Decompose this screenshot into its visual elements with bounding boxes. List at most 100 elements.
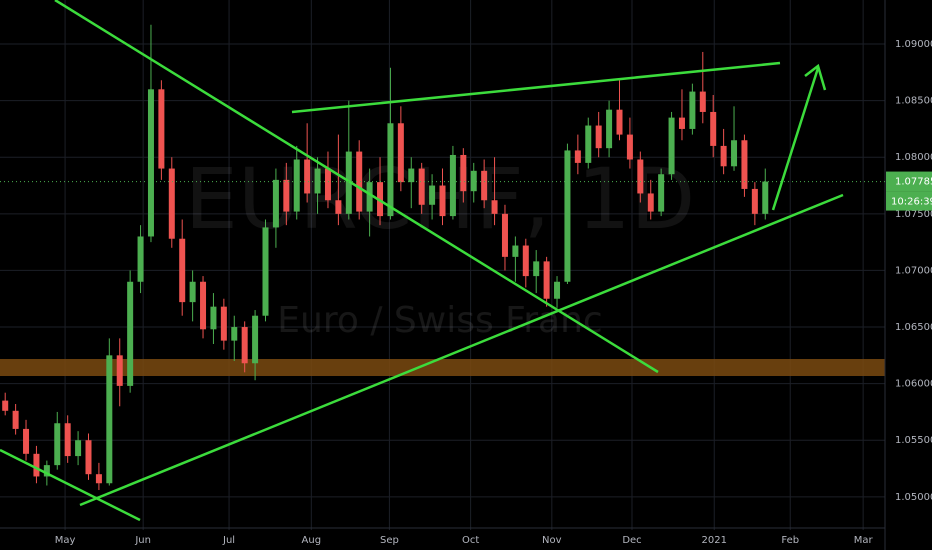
candle-body [220, 306, 227, 341]
x-tick-label: Dec [622, 535, 641, 546]
last-price-label: 1.07785 [895, 177, 932, 188]
candle-body [762, 181, 769, 214]
candle-body [616, 109, 623, 135]
candle-body [429, 185, 436, 205]
candle-body [241, 327, 248, 364]
trend-line [291, 61, 781, 114]
candle-body [751, 188, 758, 214]
candle-body [127, 281, 134, 386]
candles [2, 24, 769, 491]
trend-line [79, 193, 844, 507]
candle-body [210, 306, 217, 330]
x-tick-label: Oct [462, 535, 479, 546]
candle-body [397, 123, 404, 183]
candle-body [449, 154, 456, 217]
candle-body [710, 111, 717, 146]
candle-body [491, 200, 498, 214]
watermark-subtitle: Euro / Swiss Franc [277, 300, 602, 341]
x-tick-label: Mar [854, 535, 874, 546]
candle-body [179, 238, 186, 303]
y-tick-label: 1.06500 [895, 322, 932, 333]
candle-body [158, 89, 165, 169]
x-tick-label: Jun [134, 535, 151, 546]
support-zone [0, 359, 885, 376]
candle-body [574, 150, 581, 163]
x-tick-label: Nov [542, 535, 562, 546]
y-tick-label: 1.05000 [895, 492, 932, 503]
candle-body [533, 261, 540, 277]
candle-body [460, 154, 467, 192]
candle-body [335, 200, 342, 214]
candle-body [470, 170, 477, 192]
candle-body [418, 168, 425, 205]
candle-body [678, 117, 685, 129]
x-tick-label: May [55, 535, 76, 546]
candle-body [658, 174, 665, 212]
x-tick-label: Sep [380, 535, 399, 546]
candle-body [95, 474, 102, 484]
y-tick-label: 1.07500 [895, 209, 932, 220]
candle-body [501, 213, 508, 257]
x-tick-label: Jul [222, 535, 235, 546]
candle-body [439, 185, 446, 217]
y-tick-label: 1.07000 [895, 265, 932, 276]
candle-body [512, 245, 519, 257]
candle-body [699, 91, 706, 112]
candle-body [231, 327, 238, 341]
arrow-head [804, 63, 827, 91]
arrow [771, 67, 820, 211]
candle-body [64, 423, 71, 457]
candle-body [647, 193, 654, 212]
drawings [0, 0, 844, 522]
x-tick-label: Feb [781, 535, 799, 546]
last-price-box [886, 171, 932, 192]
countdown-label: 10:26:39 [891, 197, 932, 208]
y-tick-label: 1.08500 [895, 96, 932, 107]
candle-body [262, 227, 269, 316]
candle-body [23, 428, 30, 454]
candle-body [314, 168, 321, 194]
trend-line [0, 448, 141, 522]
candle-body [626, 134, 633, 160]
candle-body [554, 281, 561, 299]
candle-body [522, 245, 529, 277]
candle-body [189, 281, 196, 303]
candle-body [12, 410, 19, 429]
candle-body [304, 159, 311, 194]
candle-body [283, 179, 290, 212]
candle-body [387, 123, 394, 217]
axes: 1.05000 1.05500 1.06000 1.06500 1.07000 1.075… [0, 39, 932, 546]
candle-body [324, 168, 331, 201]
y-tick-label: 1.08000 [895, 152, 932, 163]
candle-body [731, 140, 738, 167]
candle-body [564, 150, 571, 282]
candle-body [272, 179, 279, 228]
candle-body [481, 170, 488, 201]
x-tick-label: 2021 [702, 535, 727, 546]
candle-body [85, 440, 92, 475]
candle-body [147, 89, 154, 237]
y-tick-label: 1.05500 [895, 435, 932, 446]
candle-body [43, 465, 50, 477]
candle-body [33, 453, 40, 477]
candle-body [137, 236, 144, 282]
candle-body [543, 261, 550, 299]
candle-body [585, 125, 592, 163]
candle-body [252, 315, 259, 364]
y-tick-label: 1.09000 [895, 39, 932, 50]
candle-body [720, 145, 727, 167]
candle-body [356, 151, 363, 212]
candle-body [408, 168, 415, 183]
candle-body [116, 355, 123, 386]
candle-body [606, 109, 613, 149]
y-tick-label: 1.06000 [895, 379, 932, 390]
candle-body [637, 159, 644, 194]
candle-body [54, 423, 61, 466]
candle-body [75, 440, 82, 457]
candle-body [168, 168, 175, 239]
candle-body [689, 91, 696, 129]
candle-body [366, 182, 373, 212]
countdown-box [886, 191, 932, 211]
